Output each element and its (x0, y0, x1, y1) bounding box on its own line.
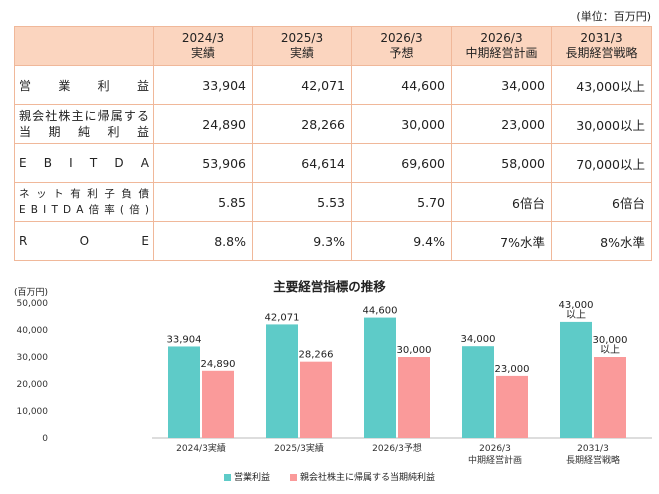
y-tick-label: 10,000 (17, 407, 49, 417)
cell-operating-profit-1: 42,071 (252, 65, 352, 105)
data-label: 33,904 (167, 334, 202, 345)
table-header-row: 2024/3 実績 2025/3 実績 2026/3 予想 2026/3 中期経営計画 … (14, 26, 652, 66)
y-tick-label: 20,000 (17, 380, 49, 390)
data-label: 43,000 (559, 300, 594, 311)
chart-legend: 営業利益 親会社株主に帰属する当期純利益 (0, 470, 659, 483)
chart-title: 主要経営指標の推移 (273, 279, 386, 294)
cell-ebitda-2: 69,600 (351, 143, 452, 183)
y-tick-label: 30,000 (17, 353, 49, 363)
table-row-ebitda: E B I T D A 53,906 64,614 69,600 58,000 70,000以上 (14, 143, 652, 183)
legend-item-operating-profit: 営業利益 (223, 470, 270, 483)
cell-roe-1: 9.3% (252, 221, 352, 261)
row-label-net-debt-ebitda-ratio: ネット有利子負債 E B I T D A 倍率(倍) (14, 182, 154, 222)
bar-operating-profit-2 (364, 317, 396, 438)
cell-net-income-attributable-2: 30,000 (351, 104, 452, 144)
data-label: 30,000 (397, 345, 432, 356)
data-label: 42,071 (265, 312, 300, 323)
cell-ebitda-4: 70,000以上 (551, 143, 652, 183)
bar-net-income-3 (496, 375, 528, 438)
cell-roe-4: 8%水準 (551, 221, 652, 261)
x-tick-label: 2031/3 (577, 444, 609, 454)
data-label: 以上 (566, 309, 586, 321)
legend-label: 営業利益 (233, 473, 270, 483)
table-row-net-debt-ebitda-ratio: ネット有利子負債 E B I T D A 倍率(倍) 5.85 5.53 5.70 6倍台 6倍台 (14, 182, 652, 222)
x-tick-label: 2025/3実績 (274, 442, 324, 454)
y-tick-label: 50,000 (17, 299, 49, 309)
bar-net-income-0 (202, 370, 234, 438)
data-label: 28,266 (299, 350, 334, 361)
cell-operating-profit-0: 33,904 (153, 65, 253, 105)
cell-net-income-attributable-4: 30,000以上 (551, 104, 652, 144)
cell-operating-profit-2: 44,600 (351, 65, 452, 105)
legend-swatch (290, 474, 297, 481)
y-axis-unit-label: (百万円) (14, 288, 49, 298)
y-tick-label: 0 (42, 434, 48, 444)
x-tick-label: 2024/3実績 (176, 442, 226, 454)
table-row-roe: R O E 8.8% 9.3% 9.4% 7%水準 8%水準 (14, 221, 652, 261)
kpi-table: 2024/3 実績 2025/3 実績 2026/3 予想 2026/3 中期経営計画 … (14, 26, 652, 261)
cell-net-income-attributable-1: 28,266 (252, 104, 352, 144)
row-label-net-income-attributable: 親会社株主に帰属する当期純利益 (14, 104, 154, 144)
bar-operating-profit-4 (560, 321, 592, 438)
data-label: 24,890 (201, 359, 236, 370)
cell-net-debt-ebitda-ratio-1: 5.53 (252, 182, 352, 222)
row-label-operating-profit: 営業利益 (14, 65, 154, 105)
cell-net-debt-ebitda-ratio-2: 5.70 (351, 182, 452, 222)
bar-operating-profit-3 (462, 346, 494, 438)
header-2026-forecast: 2026/3 予想 (351, 26, 452, 66)
table-row-net-income-attributable: 親会社株主に帰属する当期純利益 24,890 28,266 30,000 23,000 3… (14, 104, 652, 144)
bar-operating-profit-0 (168, 346, 200, 438)
y-tick-label: 40,000 (17, 326, 49, 336)
table-row-operating-profit: 営業利益 33,904 42,071 44,600 34,000 43,000以上 (14, 65, 652, 105)
x-tick-label: 長期経営戦略 (566, 454, 620, 466)
legend-label: 親会社株主に帰属する当期純利益 (300, 473, 436, 483)
legend-swatch (223, 474, 231, 481)
cell-net-debt-ebitda-ratio-0: 5.85 (153, 182, 253, 222)
x-tick-label: 中期経営計画 (468, 454, 522, 466)
bar-net-income-1 (300, 361, 332, 438)
cell-roe-3: 7%水準 (451, 221, 552, 261)
bar-operating-profit-1 (266, 324, 298, 438)
x-tick-label: 2026/3予想 (372, 442, 422, 454)
header-2031-longterm-strategy: 2031/3 長期経営戦略 (551, 26, 652, 66)
data-label: 23,000 (495, 364, 530, 375)
cell-roe-0: 8.8% (153, 221, 253, 261)
header-2025-actual: 2025/3 実績 (252, 26, 352, 66)
unit-note: (単位：百万円) (576, 10, 651, 23)
cell-roe-2: 9.4% (351, 221, 452, 261)
cell-net-income-attributable-0: 24,890 (153, 104, 253, 144)
cell-ebitda-0: 53,906 (153, 143, 253, 183)
legend-item-net-income: 親会社株主に帰属する当期純利益 (290, 470, 435, 483)
x-tick-label: 2026/3 (479, 444, 511, 454)
data-label: 以上 (600, 344, 620, 356)
data-label: 44,600 (363, 306, 398, 317)
cell-net-debt-ebitda-ratio-4: 6倍台 (551, 182, 652, 222)
bar-net-income-2 (398, 357, 430, 438)
bar-net-income-4 (594, 357, 626, 438)
data-label: 34,000 (461, 334, 496, 345)
data-label: 30,000 (593, 335, 628, 346)
